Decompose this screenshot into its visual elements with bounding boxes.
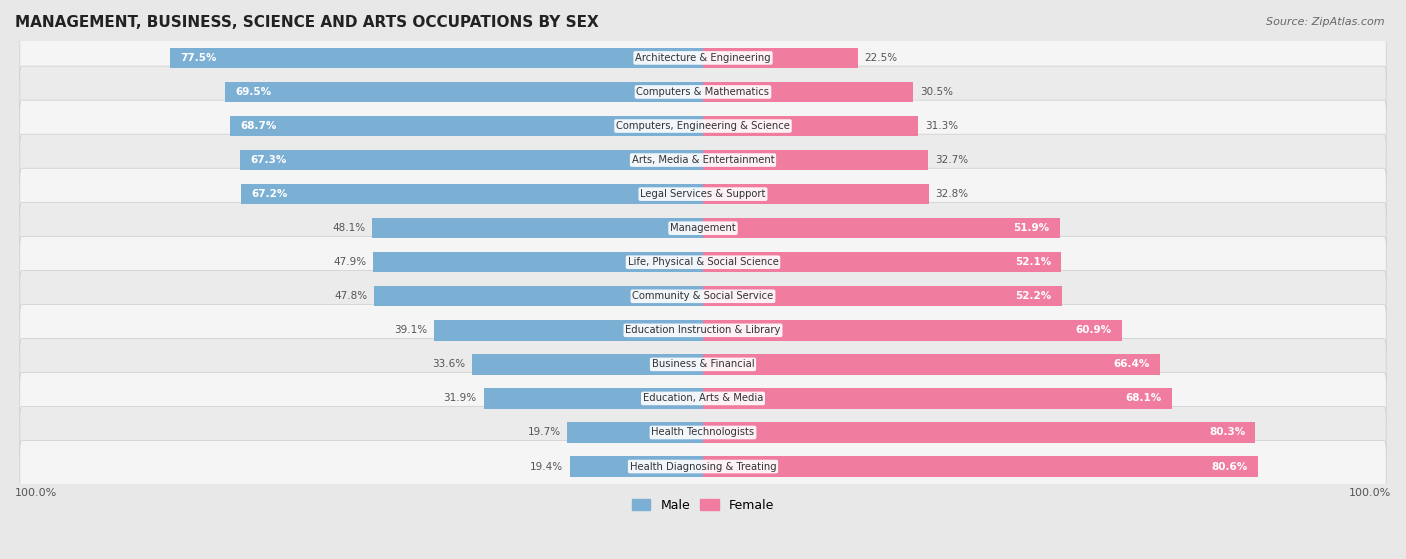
Text: Legal Services & Support: Legal Services & Support [640, 189, 766, 199]
Text: 19.4%: 19.4% [530, 462, 562, 472]
Text: 32.8%: 32.8% [935, 189, 969, 199]
Text: 31.3%: 31.3% [925, 121, 959, 131]
Text: 100.0%: 100.0% [1348, 487, 1391, 498]
Text: 77.5%: 77.5% [180, 53, 217, 63]
FancyBboxPatch shape [20, 236, 1386, 288]
Bar [703, 252, 1062, 272]
Text: Community & Social Service: Community & Social Service [633, 291, 773, 301]
Bar [703, 150, 928, 170]
Bar [434, 320, 703, 340]
Text: 68.1%: 68.1% [1125, 394, 1161, 404]
Text: 52.2%: 52.2% [1015, 291, 1052, 301]
Text: Source: ZipAtlas.com: Source: ZipAtlas.com [1267, 17, 1385, 27]
Bar [170, 48, 703, 68]
Text: Arts, Media & Entertainment: Arts, Media & Entertainment [631, 155, 775, 165]
Text: 80.3%: 80.3% [1209, 428, 1246, 438]
Bar [703, 218, 1060, 238]
Text: 69.5%: 69.5% [235, 87, 271, 97]
FancyBboxPatch shape [20, 66, 1386, 118]
Text: 39.1%: 39.1% [394, 325, 427, 335]
Text: Health Diagnosing & Treating: Health Diagnosing & Treating [630, 462, 776, 472]
FancyBboxPatch shape [20, 202, 1386, 254]
Bar [703, 388, 1171, 409]
Text: MANAGEMENT, BUSINESS, SCIENCE AND ARTS OCCUPATIONS BY SEX: MANAGEMENT, BUSINESS, SCIENCE AND ARTS O… [15, 15, 599, 30]
Text: 47.9%: 47.9% [333, 257, 367, 267]
Text: 66.4%: 66.4% [1114, 359, 1150, 369]
FancyBboxPatch shape [20, 339, 1386, 390]
Text: Health Technologists: Health Technologists [651, 428, 755, 438]
Text: 47.8%: 47.8% [335, 291, 367, 301]
Bar [240, 150, 703, 170]
Text: 30.5%: 30.5% [920, 87, 953, 97]
Text: Education, Arts & Media: Education, Arts & Media [643, 394, 763, 404]
Bar [703, 354, 1160, 375]
Text: 67.3%: 67.3% [250, 155, 287, 165]
Text: 33.6%: 33.6% [432, 359, 465, 369]
Bar [373, 218, 703, 238]
Bar [703, 422, 1256, 443]
FancyBboxPatch shape [20, 100, 1386, 152]
Text: 22.5%: 22.5% [865, 53, 898, 63]
Text: 31.9%: 31.9% [443, 394, 477, 404]
Text: 51.9%: 51.9% [1014, 223, 1050, 233]
FancyBboxPatch shape [20, 440, 1386, 492]
Bar [703, 320, 1122, 340]
Bar [703, 184, 929, 205]
FancyBboxPatch shape [20, 168, 1386, 220]
Bar [569, 456, 703, 477]
Text: 32.7%: 32.7% [935, 155, 967, 165]
FancyBboxPatch shape [20, 305, 1386, 356]
Text: Life, Physical & Social Science: Life, Physical & Social Science [627, 257, 779, 267]
FancyBboxPatch shape [20, 271, 1386, 322]
FancyBboxPatch shape [20, 406, 1386, 458]
Bar [703, 456, 1257, 477]
Legend: Male, Female: Male, Female [627, 494, 779, 517]
Text: 100.0%: 100.0% [15, 487, 58, 498]
Bar [484, 388, 703, 409]
Bar [225, 82, 703, 102]
Text: 68.7%: 68.7% [240, 121, 277, 131]
Text: Architecture & Engineering: Architecture & Engineering [636, 53, 770, 63]
Bar [374, 252, 703, 272]
Text: 19.7%: 19.7% [527, 428, 561, 438]
Text: Computers, Engineering & Science: Computers, Engineering & Science [616, 121, 790, 131]
Bar [231, 116, 703, 136]
FancyBboxPatch shape [20, 134, 1386, 186]
Bar [240, 184, 703, 205]
FancyBboxPatch shape [20, 32, 1386, 84]
FancyBboxPatch shape [20, 372, 1386, 424]
Text: 80.6%: 80.6% [1211, 462, 1247, 472]
Bar [703, 82, 912, 102]
Text: 67.2%: 67.2% [252, 189, 287, 199]
Bar [703, 116, 918, 136]
Bar [374, 286, 703, 306]
Text: Management: Management [671, 223, 735, 233]
Text: 52.1%: 52.1% [1015, 257, 1052, 267]
Bar [472, 354, 703, 375]
Text: 48.1%: 48.1% [332, 223, 366, 233]
Bar [568, 422, 703, 443]
Bar [703, 48, 858, 68]
Text: Education Instruction & Library: Education Instruction & Library [626, 325, 780, 335]
Bar [703, 286, 1062, 306]
Text: Computers & Mathematics: Computers & Mathematics [637, 87, 769, 97]
Text: Business & Financial: Business & Financial [652, 359, 754, 369]
Text: 60.9%: 60.9% [1076, 325, 1112, 335]
